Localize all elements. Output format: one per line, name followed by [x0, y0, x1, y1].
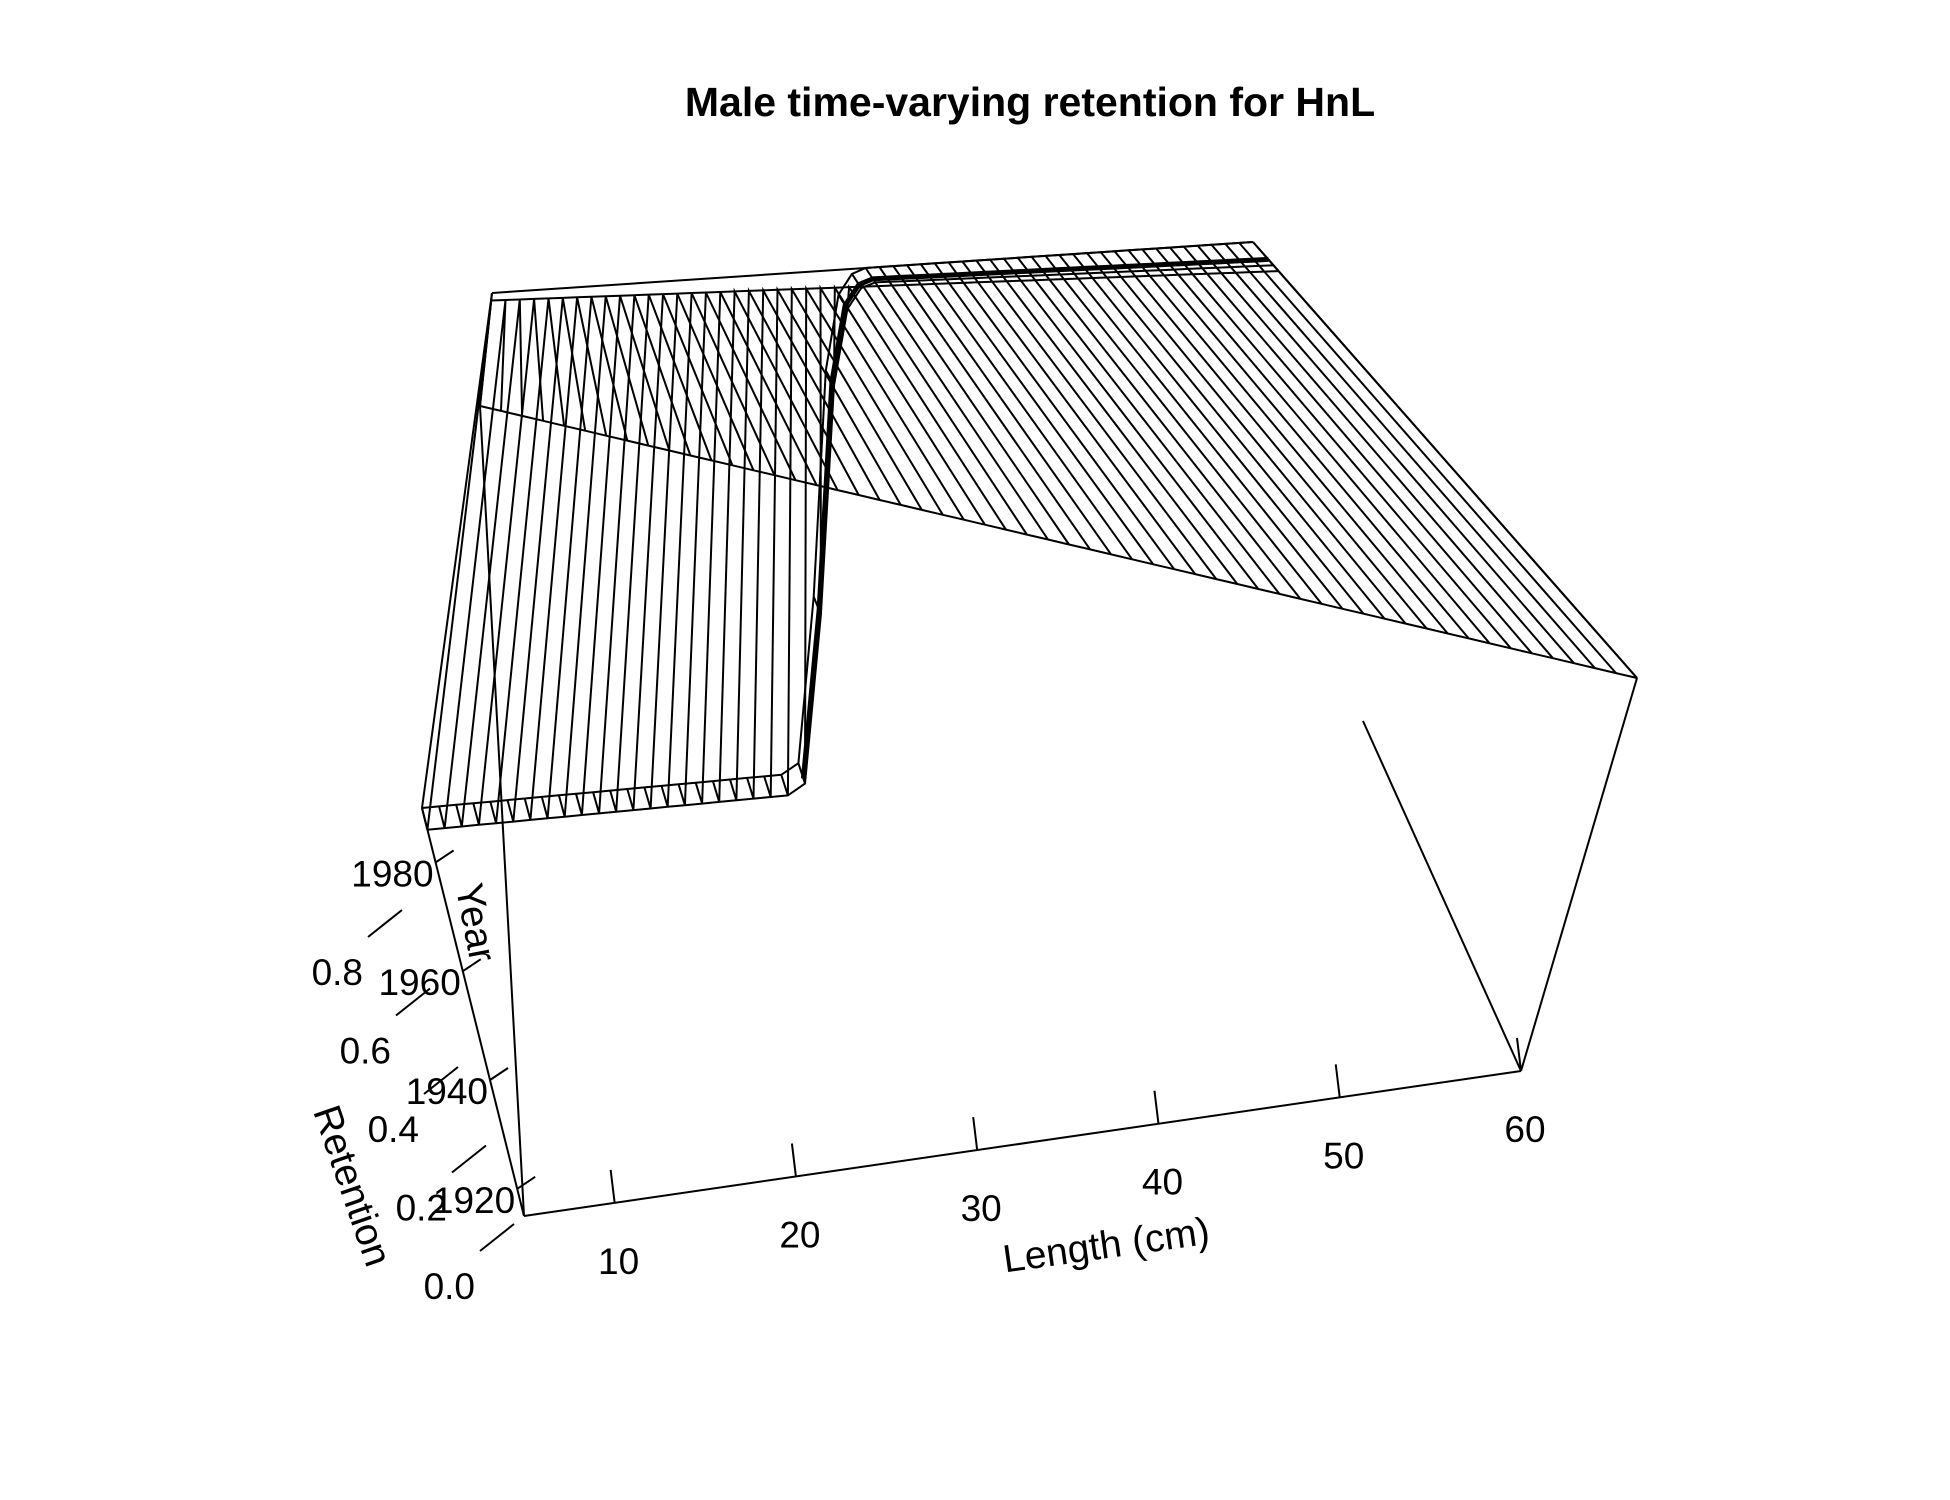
- surface-length-line: [711, 287, 839, 803]
- z-tick-mark: [367, 909, 403, 938]
- surface-length-line: [1030, 256, 1302, 600]
- box-back-edges: [479, 241, 1638, 1072]
- y-tick-label: 1920: [433, 1180, 515, 1221]
- surface-length-line: [975, 259, 1218, 580]
- surface-length-line: [626, 293, 734, 811]
- surface-length-line: [906, 264, 1112, 555]
- surface-length-line: [523, 297, 608, 821]
- x-tick-mark: [790, 1143, 797, 1177]
- box-edge: [1520, 677, 1638, 1072]
- surface-length-line: [643, 293, 755, 809]
- surface-length-line: [763, 286, 902, 798]
- z-tick-mark: [451, 1144, 487, 1174]
- surface-length-line: [933, 262, 1155, 565]
- y-tick-mark: [516, 1175, 536, 1190]
- surface-length-line: [1072, 253, 1365, 615]
- surface-length-line: [592, 294, 692, 814]
- surface-length-line: [438, 299, 507, 829]
- surface-length-line: [729, 287, 860, 801]
- surface-length-line: [824, 284, 986, 526]
- x-tick-mark: [1516, 1037, 1522, 1072]
- y-tick-label: 1980: [351, 853, 433, 894]
- box-edge: [523, 1070, 1522, 1217]
- surface-length-line: [660, 292, 776, 808]
- surface-length-line: [1224, 243, 1596, 669]
- surface-length-line: [920, 263, 1133, 560]
- surface-length-line: [1210, 244, 1575, 664]
- surface-length-line: [1017, 257, 1281, 595]
- z-tick-mark: [423, 1066, 459, 1095]
- surface-length-line: [1196, 245, 1554, 659]
- surface-year-line: [479, 405, 1638, 679]
- surface-length-line: [878, 266, 1070, 546]
- z-tick-mark: [395, 987, 431, 1017]
- y-tick-label: 1940: [406, 1071, 488, 1112]
- x-tick-mark: [1153, 1090, 1160, 1124]
- y-tick-mark: [462, 958, 482, 973]
- axes: 10203040506019201940196019800.00.20.40.6…: [312, 849, 1546, 1307]
- z-tick-mark: [479, 1223, 515, 1252]
- x-tick-label: 10: [598, 1241, 639, 1282]
- surface-length-line: [837, 284, 1007, 531]
- surface-year-line: [421, 241, 1254, 809]
- surface-length-line: [989, 258, 1239, 585]
- x-tick-mark: [1334, 1064, 1341, 1098]
- surface-length-line: [677, 292, 797, 806]
- surface-year-line: [427, 264, 1274, 831]
- highlight-year-curve: [800, 256, 1269, 779]
- box-edge: [479, 405, 525, 1217]
- surface-length-line: [455, 299, 524, 827]
- surface-length-line: [947, 261, 1176, 570]
- surface-length-line: [746, 286, 881, 799]
- surface-length-line: [864, 267, 1049, 541]
- y-tick-mark: [435, 849, 455, 864]
- x-tick-label: 60: [1504, 1109, 1545, 1150]
- x-tick-label: 30: [961, 1188, 1002, 1229]
- surface-length-line: [1141, 248, 1470, 640]
- surface-length-line: [1238, 242, 1617, 674]
- surface-length-line: [506, 297, 587, 822]
- surface-length-line: [1113, 250, 1428, 630]
- z-tick-label: 0.6: [340, 1031, 391, 1072]
- surface-length-line: [892, 265, 1091, 550]
- surface-length-line: [1058, 254, 1344, 610]
- surface-year-line: [491, 270, 1279, 302]
- z-tick-label: 0.0: [424, 1266, 475, 1307]
- x-tick-label: 20: [779, 1214, 820, 1255]
- z-tick-label: 0.2: [396, 1188, 447, 1229]
- surface-length-line: [1086, 252, 1386, 620]
- surface-length-line: [1044, 255, 1323, 605]
- surface-length-line: [961, 260, 1197, 575]
- surface-length-line: [780, 285, 923, 796]
- surface-length-line: [1127, 249, 1449, 635]
- surface-length-line: [1100, 251, 1407, 625]
- surface-length-line: [557, 295, 650, 817]
- z-tick-label: 0.4: [368, 1109, 419, 1150]
- y-tick-mark: [489, 1067, 509, 1081]
- box-edge: [1362, 720, 1522, 1072]
- x-tick-label: 40: [1142, 1162, 1183, 1203]
- surface-length-line: [609, 294, 713, 812]
- retention-surface: [421, 241, 1638, 831]
- chart-title: Male time-varying retention for HnL: [685, 79, 1375, 125]
- x-tick-mark: [609, 1169, 616, 1203]
- surface-length-line: [1155, 247, 1491, 645]
- surface-length-line: [1003, 258, 1260, 590]
- box-edge: [421, 292, 493, 809]
- surface-length-line: [1252, 241, 1638, 679]
- box-edge: [421, 807, 525, 1217]
- surface-length-line: [575, 295, 671, 816]
- surface-length-line: [540, 296, 629, 819]
- surface-length-line: [694, 291, 818, 804]
- x-axis-label: Length (cm): [1000, 1210, 1212, 1282]
- surface-length-line: [1183, 245, 1533, 654]
- box-front-edges: [421, 292, 1638, 1217]
- surface-length-line: [472, 298, 545, 826]
- y-axis-label: Year: [447, 880, 504, 966]
- z-tick-label: 0.8: [312, 952, 363, 993]
- x-tick-label: 50: [1323, 1135, 1364, 1176]
- surface-length-line: [1169, 246, 1512, 649]
- x-tick-mark: [972, 1116, 979, 1151]
